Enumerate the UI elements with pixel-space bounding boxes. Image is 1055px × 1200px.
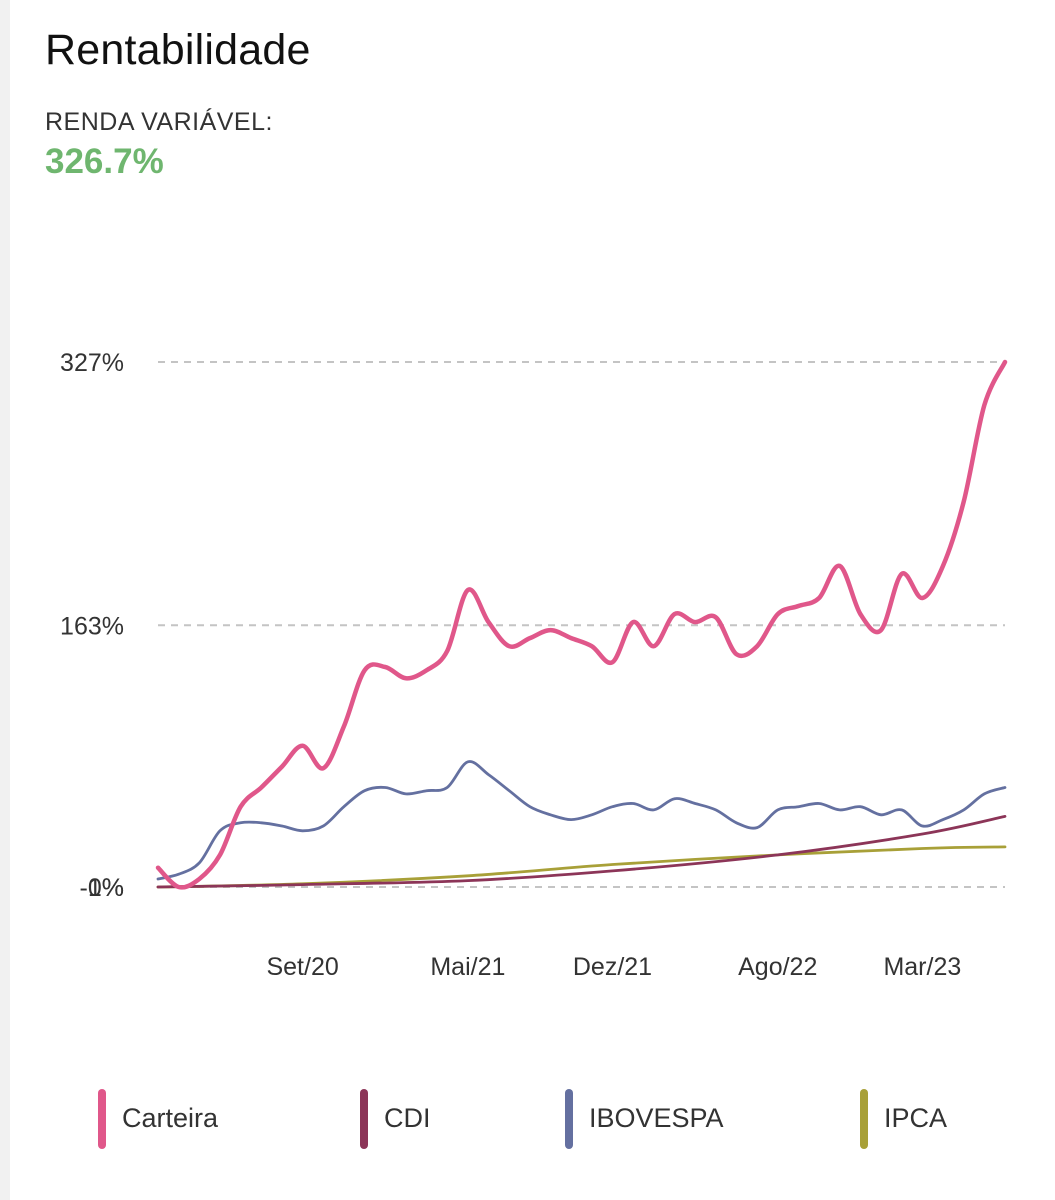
y-tick-label: -1% bbox=[80, 874, 124, 902]
x-tick-label: Mai/21 bbox=[430, 953, 505, 981]
page-title: Rentabilidade bbox=[45, 26, 311, 74]
series-line-ibovespa bbox=[156, 760, 1007, 881]
y-tick-label: 327% bbox=[60, 349, 124, 377]
x-tick-label: Mar/23 bbox=[883, 953, 961, 981]
series-line-carteira bbox=[155, 359, 1008, 890]
page-left-edge bbox=[0, 0, 10, 1200]
legend-label-ibovespa: IBOVESPA bbox=[589, 1103, 724, 1133]
x-tick-label: Dez/21 bbox=[573, 953, 652, 981]
legend-label-carteira: Carteira bbox=[122, 1103, 219, 1133]
legend-swatch-ipca bbox=[860, 1089, 868, 1149]
y-tick-label: 0% bbox=[88, 874, 124, 902]
rentabilidade-line-chart: 327% 163% 0%-1% Set/20 Mai/21 Dez/21 Ago/22 Ma… bbox=[60, 349, 1008, 981]
y-tick-label: 163% bbox=[60, 612, 124, 640]
chart-legend: Carteira CDI IBOVESPA IPCA bbox=[0, 1085, 1055, 1155]
series-line-ipca bbox=[156, 845, 1007, 889]
series-lines bbox=[155, 359, 1008, 890]
legend-label-ipca: IPCA bbox=[884, 1103, 948, 1133]
x-axis-ticks: Set/20 Mai/21 Dez/21 Ago/22 Mar/23 bbox=[266, 953, 961, 981]
legend-swatch-cdi bbox=[360, 1089, 368, 1149]
legend-label-cdi: CDI bbox=[384, 1103, 431, 1133]
y-axis-ticks: 327% 163% 0%-1% bbox=[60, 349, 124, 902]
grid-lines bbox=[158, 361, 1005, 888]
series-line-cdi bbox=[156, 815, 1007, 889]
renda-variavel-value: 326.7% bbox=[45, 142, 164, 181]
renda-variavel-label: RENDA VARIÁVEL: bbox=[45, 108, 273, 136]
x-tick-label: Ago/22 bbox=[738, 953, 817, 981]
legend-swatch-ibovespa bbox=[565, 1089, 573, 1149]
x-tick-label: Set/20 bbox=[266, 953, 338, 981]
legend-swatch-carteira bbox=[98, 1089, 106, 1149]
